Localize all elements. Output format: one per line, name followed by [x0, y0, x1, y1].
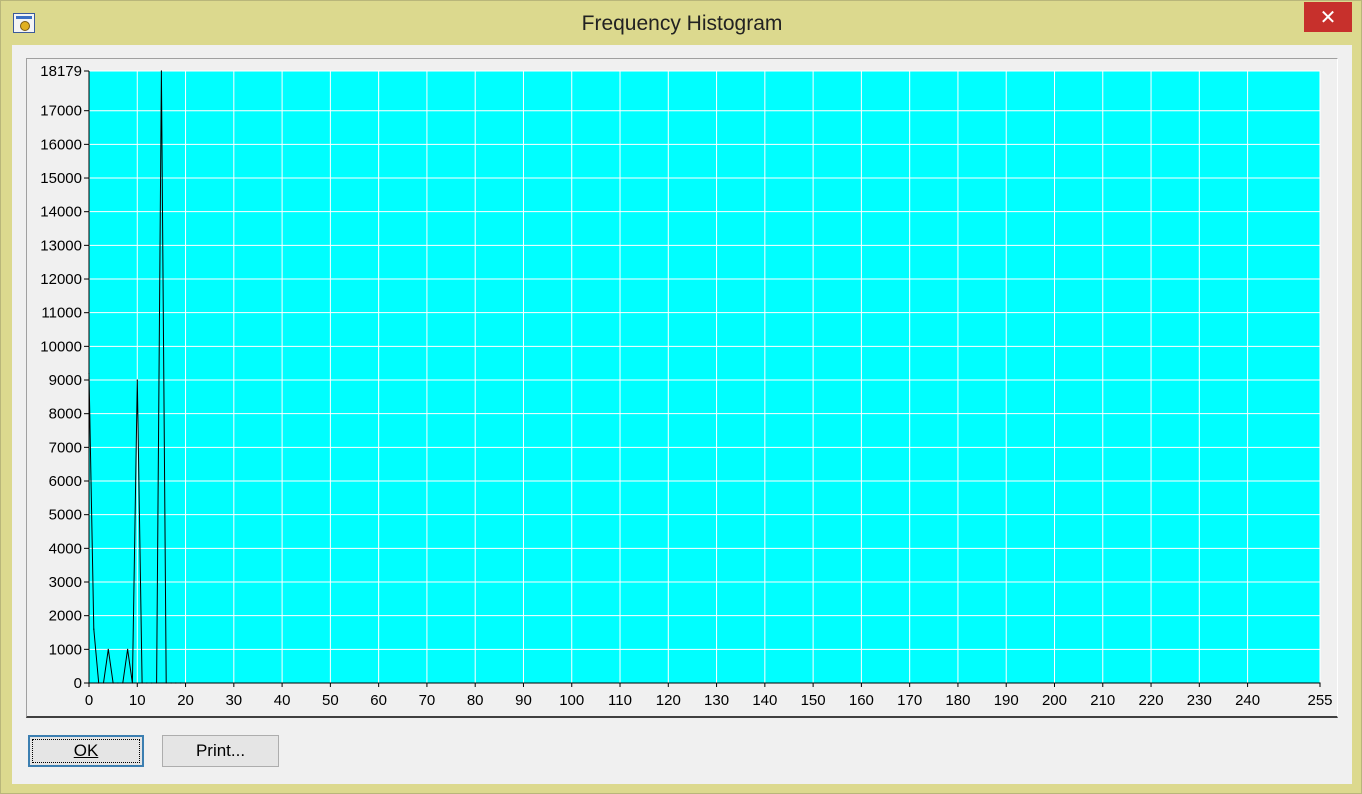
- histogram-data-point: [112, 682, 114, 684]
- y-tick-label: 17000: [40, 103, 82, 120]
- x-tick-label: 200: [1042, 692, 1067, 709]
- x-tick-label: 10: [129, 692, 146, 709]
- y-tick-label: 1000: [49, 641, 82, 658]
- frequency-histogram-chart: 0100020003000400050006000700080009000100…: [40, 63, 1332, 709]
- histogram-data-point: [88, 372, 90, 374]
- x-tick-label: 190: [994, 692, 1019, 709]
- y-tick-label: 3000: [49, 574, 82, 591]
- histogram-data-point: [175, 682, 177, 684]
- x-tick-label: 160: [849, 692, 874, 709]
- x-tick-label: 220: [1139, 692, 1164, 709]
- focus-rectangle: [32, 739, 140, 763]
- x-tick-label: 255: [1307, 692, 1332, 709]
- chart-frame: 0 1000 2000 3000 4000 5000 6000 7000 8000 9000 100…: [26, 58, 1338, 718]
- x-tick-label: 230: [1187, 692, 1212, 709]
- x-tick-label: 130: [704, 692, 729, 709]
- histogram-series-line: [88, 70, 1320, 684]
- y-tick-label: 16000: [40, 136, 82, 153]
- histogram-data-point: [170, 682, 172, 684]
- ok-button-label: OK: [73, 741, 99, 760]
- plot-area: [89, 71, 1320, 683]
- x-tick-label: 0: [85, 692, 93, 709]
- histogram-data-point: [160, 70, 163, 72]
- ok-button[interactable]: OK: [28, 735, 144, 767]
- histogram-data-point: [146, 682, 148, 684]
- y-tick-label: 12000: [40, 271, 82, 288]
- x-tick-label: 60: [370, 692, 387, 709]
- histogram-data-point: [165, 682, 167, 684]
- window-title: Frequency Histogram: [581, 12, 783, 35]
- histogram-data-point: [117, 682, 119, 684]
- x-tick-label: 50: [322, 692, 339, 709]
- y-tick-label: 10000: [40, 338, 82, 355]
- histogram-data-point: [180, 682, 182, 684]
- x-tick-label: 140: [752, 692, 777, 709]
- x-tick-label: 80: [467, 692, 484, 709]
- x-tick-label: 20: [177, 692, 194, 709]
- y-tick-label: 18179: [40, 63, 82, 80]
- histogram-data-point: [102, 682, 105, 684]
- dialog-client-area: 0 1000 2000 3000 4000 5000 6000 7000 8000 9000 100…: [12, 45, 1352, 784]
- histogram-data-point: [107, 648, 109, 650]
- x-tick-label: 120: [656, 692, 681, 709]
- y-tick-label: 14000: [40, 204, 82, 221]
- histogram-data-point: [93, 628, 95, 630]
- x-tick-label: 70: [419, 692, 436, 709]
- histogram-data-point: [155, 682, 158, 684]
- histogram-data-point: [98, 682, 100, 684]
- y-tick-label: 7000: [49, 439, 82, 456]
- histogram-data-point: [122, 682, 124, 684]
- x-tick-label: 90: [515, 692, 532, 709]
- y-tick-label: 11000: [41, 305, 82, 322]
- x-tick-label: 180: [945, 692, 970, 709]
- x-tick-label: 40: [274, 692, 291, 709]
- x-tick-label: 100: [559, 692, 584, 709]
- y-tick-label: 6000: [49, 473, 82, 490]
- histogram-data-point: [184, 682, 187, 684]
- x-tick-label: 30: [225, 692, 242, 709]
- x-tick-label: 240: [1235, 692, 1260, 709]
- histogram-data-point: [136, 379, 138, 381]
- histogram-data-point: [131, 682, 134, 684]
- x-tick-label: 110: [608, 692, 632, 709]
- y-tick-label: 2000: [49, 608, 82, 625]
- y-tick-label: 9000: [49, 372, 82, 389]
- histogram-data-point: [1319, 682, 1321, 684]
- histogram-data-point: [141, 682, 143, 684]
- x-tick-label: 150: [801, 692, 826, 709]
- histogram-data-point: [151, 682, 153, 684]
- y-tick-label: 15000: [40, 170, 82, 187]
- close-button[interactable]: ✕: [1304, 2, 1352, 32]
- x-tick-label: 170: [897, 692, 922, 709]
- y-tick-label: 5000: [49, 507, 82, 524]
- x-tick-label: 210: [1090, 692, 1115, 709]
- y-tick-label: 8000: [49, 406, 82, 423]
- title-bar[interactable]: Frequency Histogram ✕: [1, 1, 1362, 45]
- y-tick-label: 13000: [40, 237, 82, 254]
- y-tick-label: 4000: [49, 540, 82, 557]
- histogram-data-point: [127, 648, 129, 650]
- print-button-label: Print...: [195, 741, 246, 760]
- print-button[interactable]: Print...: [162, 735, 279, 767]
- app-icon[interactable]: [13, 13, 35, 33]
- y-tick-label: 0: [74, 675, 82, 692]
